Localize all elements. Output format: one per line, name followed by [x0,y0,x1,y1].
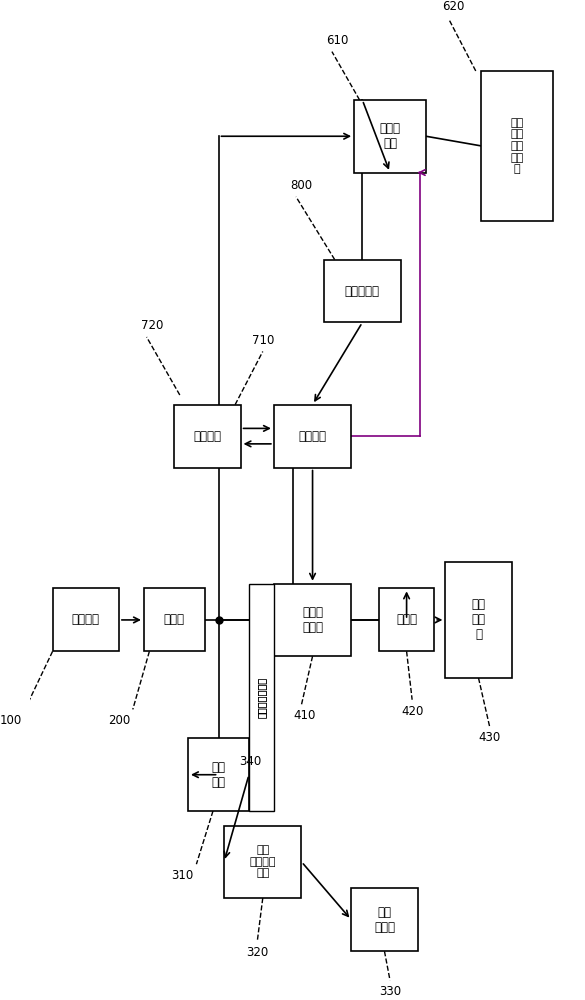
Bar [249,584,274,811]
Bar [445,562,512,678]
Text: 通信装置: 通信装置 [194,430,222,443]
Text: 420: 420 [401,705,424,718]
Text: 检测传感器: 检测传感器 [345,285,380,298]
Text: 中央
风机: 中央 风机 [212,761,226,789]
Text: 310: 310 [171,869,194,882]
Bar [188,738,249,811]
Bar [53,588,119,651]
Text: 中央
水体供气
管道: 中央 水体供气 管道 [250,845,276,878]
Bar [379,588,434,651]
Text: 620: 620 [442,0,465,13]
Bar [144,588,205,651]
Bar [481,71,553,221]
Text: 微生物供气管道: 微生物供气管道 [256,677,266,718]
Text: 320: 320 [246,946,269,959]
Text: 入水
口水
体供
气管
道: 入水 口水 体供 气管 道 [511,118,524,174]
Text: 微生物
储存罐: 微生物 储存罐 [302,606,323,634]
Bar [274,584,351,656]
Text: 100: 100 [0,714,22,727]
Text: 太阳能板: 太阳能板 [72,613,100,626]
Text: 710: 710 [252,334,274,347]
Text: 微生
物管
道: 微生 物管 道 [472,598,486,641]
Text: 430: 430 [479,731,501,744]
Text: 入水口
风机: 入水口 风机 [380,122,401,150]
Bar [274,405,351,468]
Text: 800: 800 [290,179,312,192]
Bar [224,826,301,898]
Text: 输送泵: 输送泵 [396,613,417,626]
Bar [354,100,426,173]
Text: 主控装置: 主控装置 [298,430,326,443]
Bar [174,405,240,468]
Text: 610: 610 [326,34,349,47]
Bar [351,888,418,951]
Text: 微生物供气管道: 微生物供气管道 [256,677,266,718]
Text: 200: 200 [108,714,130,727]
Text: 720: 720 [141,319,163,332]
Text: 纳米
膜气管: 纳米 膜气管 [374,906,395,934]
Text: 410: 410 [293,709,315,722]
Text: 340: 340 [239,755,261,768]
Text: 330: 330 [379,985,401,998]
Text: 蓄电池: 蓄电池 [164,613,185,626]
Bar [324,260,401,322]
